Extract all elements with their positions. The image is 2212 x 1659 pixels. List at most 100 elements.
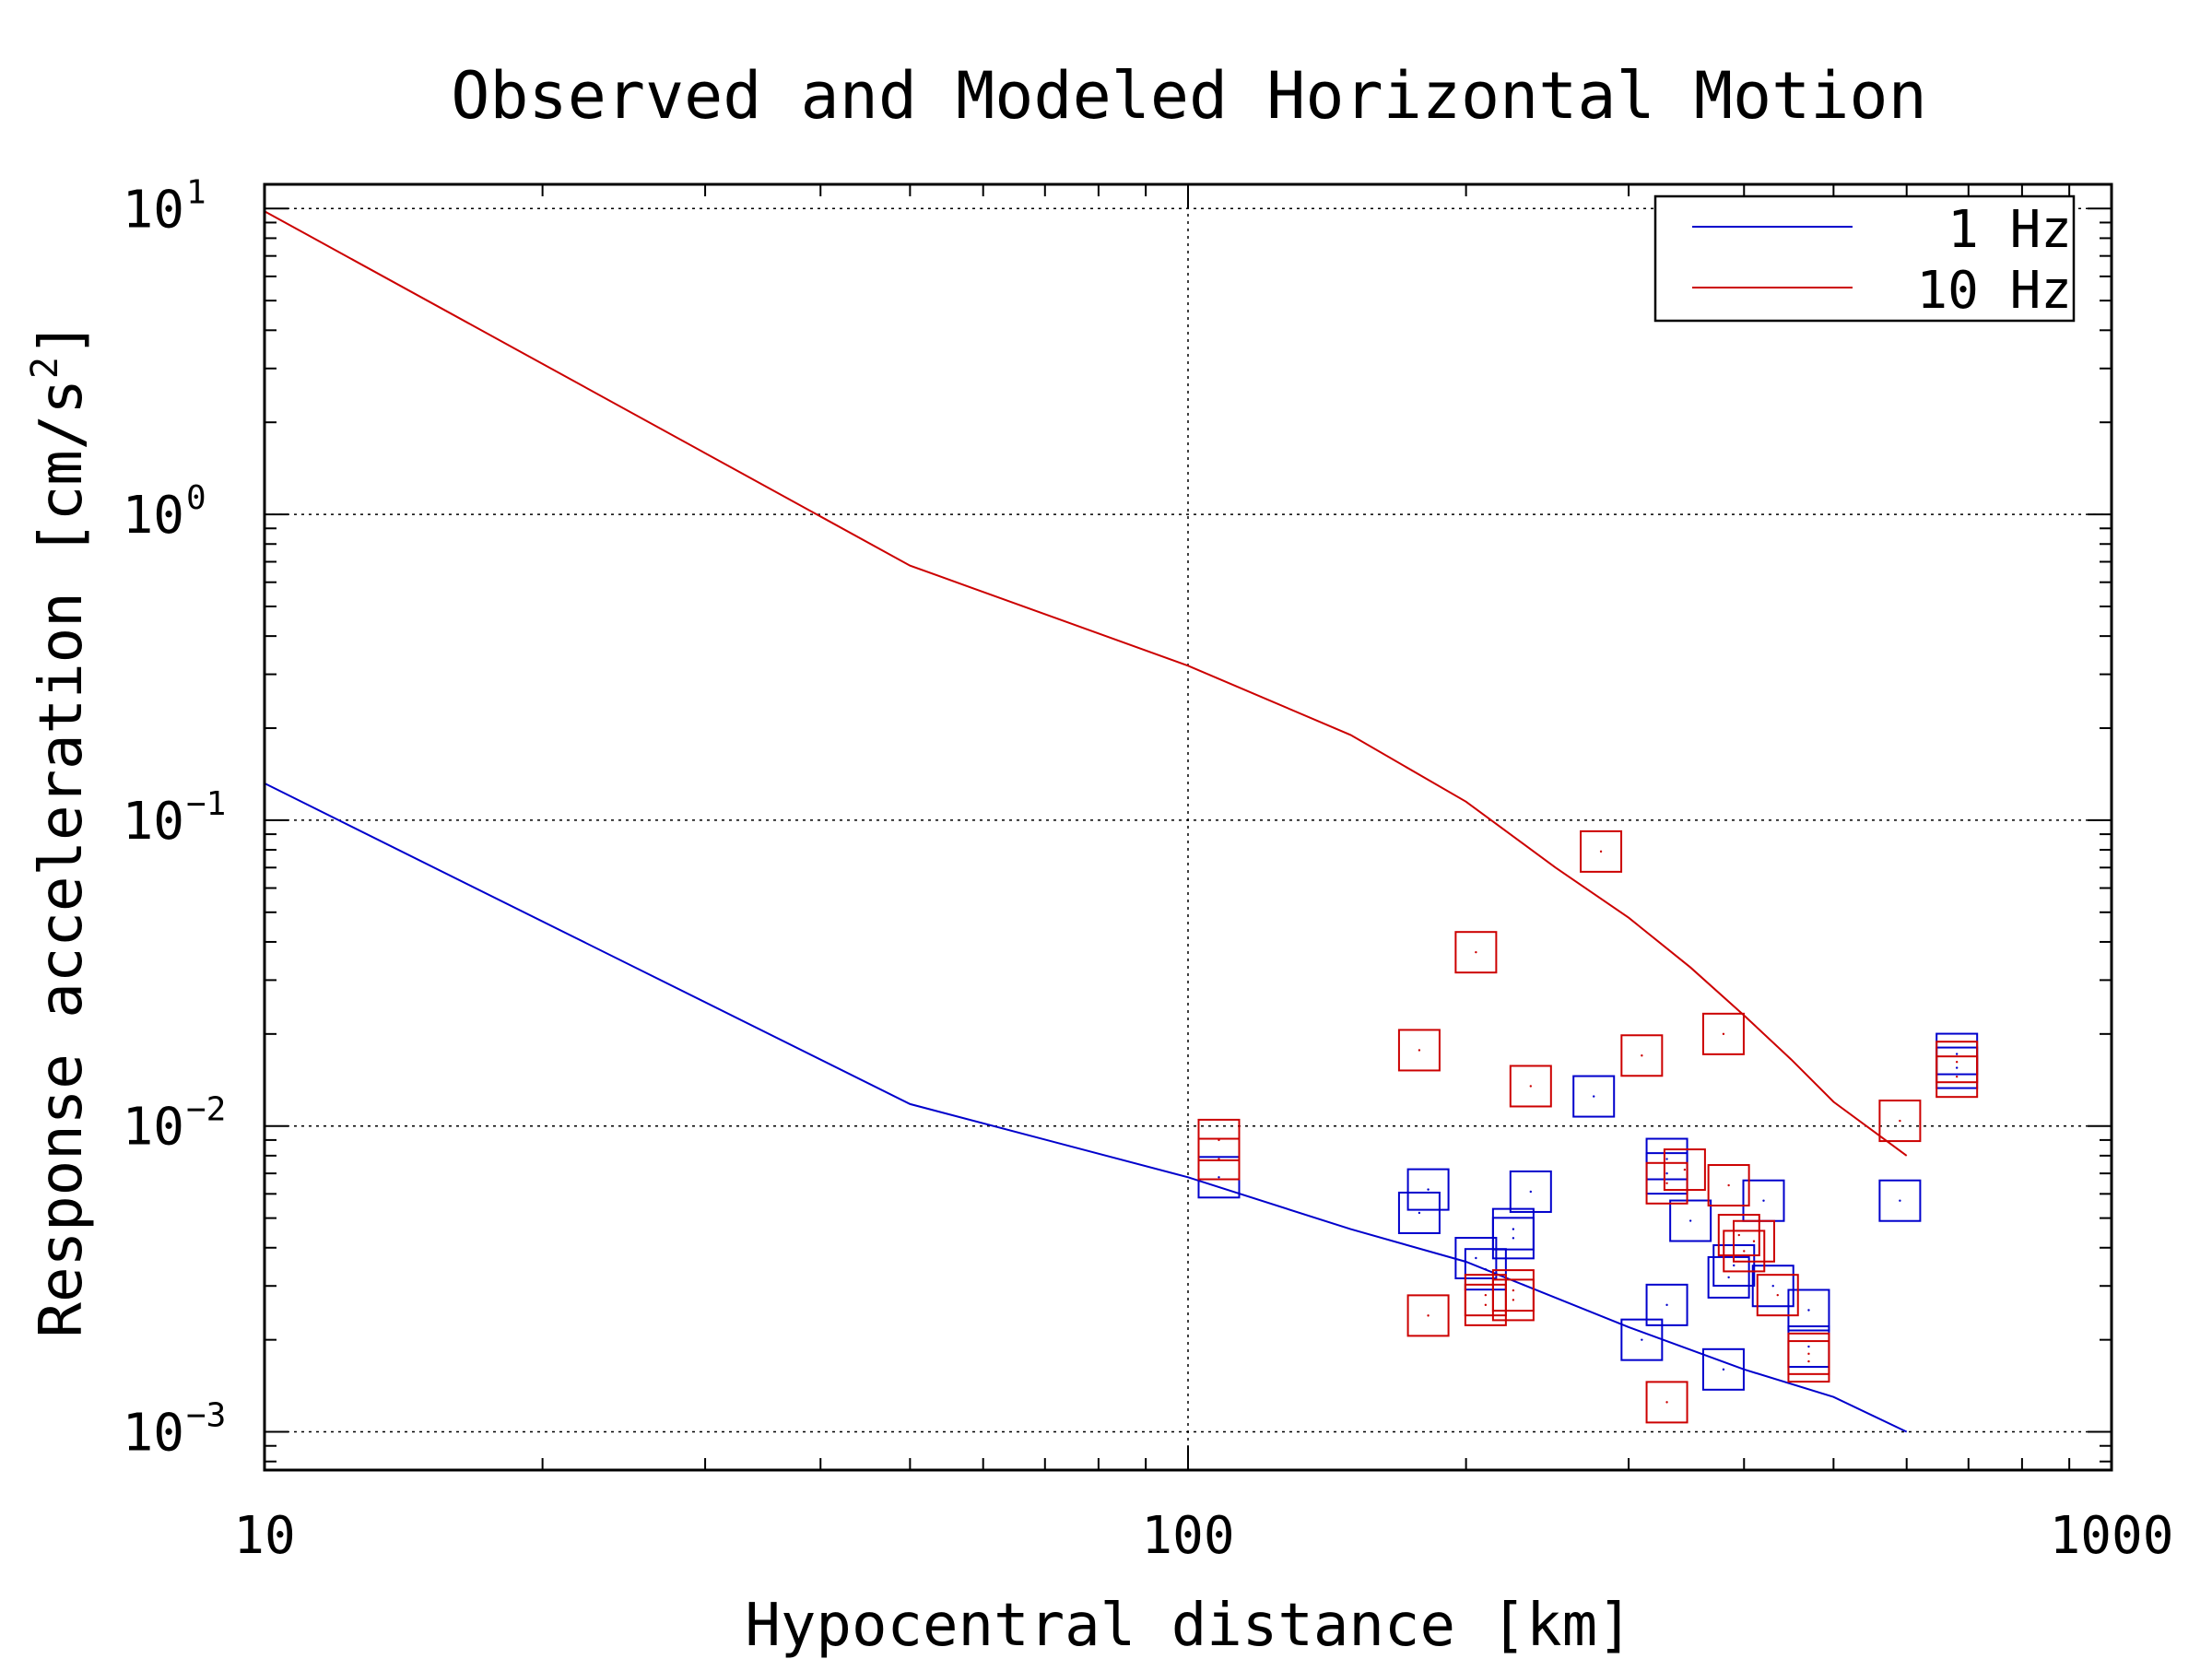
observed-point-10hz	[1723, 1230, 1766, 1273]
y-axis-label-close: ]	[28, 322, 96, 358]
observed-point-center-10hz	[1727, 1183, 1730, 1187]
observed-point-1hz	[1397, 1191, 1441, 1234]
observed-point-center-10hz	[1752, 1240, 1756, 1242]
observed-point-center-10hz	[1512, 1299, 1515, 1301]
observed-point-1hz	[1787, 1288, 1830, 1332]
plot-frame	[263, 182, 2113, 1472]
y-tick-exponent: −2	[186, 1091, 226, 1129]
y-tick-exponent: 1	[186, 173, 206, 211]
observed-point-center-10hz	[1776, 1293, 1779, 1297]
observed-point-center-1hz	[1529, 1190, 1533, 1194]
y-tick-label: 10	[123, 1098, 184, 1158]
y-tick-exponent: 0	[186, 479, 206, 517]
observed-point-10hz	[1756, 1274, 1799, 1317]
observed-point-10hz	[1787, 1340, 1830, 1383]
observed-point-center-1hz	[1733, 1264, 1735, 1267]
model-line-10hz	[264, 210, 1908, 1157]
observed-point-center-10hz	[1475, 950, 1477, 954]
observed-point-center-10hz	[1218, 1158, 1220, 1160]
observed-point-10hz	[1701, 1012, 1745, 1055]
observed-point-1hz	[1645, 1283, 1688, 1326]
x-tick-label: 10	[233, 1506, 295, 1566]
y-tick-exponent: −1	[186, 785, 226, 823]
observed-point-center-1hz	[1665, 1171, 1668, 1175]
observed-point-10hz	[1717, 1214, 1760, 1257]
observed-point-center-1hz	[1722, 1368, 1725, 1371]
observed-point-center-1hz	[1665, 1303, 1668, 1307]
observed-point-center-1hz	[1484, 1267, 1488, 1271]
observed-point-center-1hz	[1727, 1276, 1730, 1279]
observed-point-center-10hz	[1599, 850, 1603, 853]
y-axis-label-superscript: 2	[24, 357, 66, 379]
observed-point-center-1hz	[1762, 1199, 1765, 1202]
y-tick-exponent: −3	[186, 1397, 226, 1435]
observed-point-center-10hz	[1484, 1293, 1488, 1297]
observed-point-10hz	[1645, 1161, 1688, 1205]
observed-point-center-1hz	[1593, 1095, 1595, 1098]
model-line-1hz	[264, 782, 1908, 1433]
observed-point-10hz	[1620, 1034, 1664, 1077]
observed-point-1hz	[1491, 1217, 1535, 1260]
observed-point-1hz	[1509, 1170, 1552, 1213]
observed-point-center-1hz	[1641, 1338, 1643, 1341]
observed-point-10hz	[1454, 931, 1498, 974]
observed-point-center-1hz	[1427, 1188, 1430, 1191]
legend-label-1hz: 1 Hz	[1947, 200, 2072, 260]
observed-point-10hz	[1491, 1278, 1535, 1322]
grid	[265, 184, 2112, 1470]
observed-point-1hz	[1572, 1075, 1616, 1118]
legend: 1 Hz 10 Hz	[1653, 194, 2076, 323]
observed-point-center-1hz	[1418, 1211, 1421, 1215]
legend-label-10hz: 10 Hz	[1916, 261, 2072, 321]
observed-point-center-1hz	[1807, 1345, 1810, 1348]
series-10hz	[264, 210, 1979, 1424]
observed-point-1hz	[1707, 1255, 1750, 1299]
observed-point-10hz	[1397, 1029, 1441, 1072]
observed-point-center-10hz	[1665, 1401, 1668, 1404]
x-axis-label: Hypocentral distance [km]	[745, 1592, 1632, 1659]
x-tick-label: 1000	[2050, 1506, 2174, 1566]
observed-point-center-10hz	[1899, 1119, 1901, 1123]
observed-point-center-10hz	[1683, 1168, 1687, 1171]
observed-point-center-10hz	[1722, 1032, 1725, 1036]
observed-point-center-1hz	[1688, 1219, 1692, 1222]
observed-point-10hz	[1878, 1100, 1922, 1143]
y-tick-label: 10	[123, 180, 184, 240]
observed-point-10hz	[1406, 1294, 1450, 1337]
observed-point-center-1hz	[1475, 1256, 1477, 1260]
observed-point-center-10hz	[1427, 1314, 1430, 1317]
series-1hz	[264, 782, 1979, 1433]
observed-point-1hz	[1878, 1179, 1922, 1222]
observed-point-10hz	[1197, 1137, 1241, 1181]
observed-point-center-1hz	[1807, 1309, 1810, 1312]
chart-title: Observed and Modeled Horizontal Motion	[451, 58, 1926, 134]
observed-point-center-10hz	[1955, 1061, 1959, 1064]
y-axis-label: Response acceleration [cm/s2]	[24, 322, 96, 1338]
y-tick-label: 10	[123, 486, 184, 546]
y-tick-label: 10	[123, 1404, 184, 1464]
observed-point-1hz	[1751, 1265, 1794, 1308]
observed-point-center-1hz	[1665, 1158, 1668, 1160]
legend-box	[1653, 194, 2076, 323]
observed-point-center-10hz	[1807, 1352, 1810, 1356]
observed-point-1hz	[1406, 1168, 1450, 1211]
observed-point-10hz	[1580, 830, 1623, 873]
observed-point-10hz	[1936, 1041, 1979, 1084]
observed-point-10hz	[1509, 1065, 1552, 1108]
observed-point-center-1hz	[1899, 1199, 1901, 1202]
observed-point-10hz	[1464, 1274, 1507, 1317]
observed-point-center-10hz	[1418, 1049, 1421, 1052]
observed-point-center-1hz	[1955, 1053, 1959, 1055]
observed-point-center-10hz	[1641, 1054, 1643, 1057]
observed-point-10hz	[1707, 1164, 1750, 1207]
observed-point-center-1hz	[1771, 1285, 1774, 1288]
series-layer	[264, 210, 1979, 1433]
observed-point-center-1hz	[1512, 1228, 1515, 1230]
observed-point-center-10hz	[1529, 1085, 1533, 1088]
observed-point-center-1hz	[1218, 1176, 1220, 1179]
observed-point-center-10hz	[1737, 1233, 1740, 1237]
observed-point-10hz	[1645, 1381, 1688, 1424]
y-axis-label-text: Response acceleration [cm/s	[28, 379, 96, 1337]
